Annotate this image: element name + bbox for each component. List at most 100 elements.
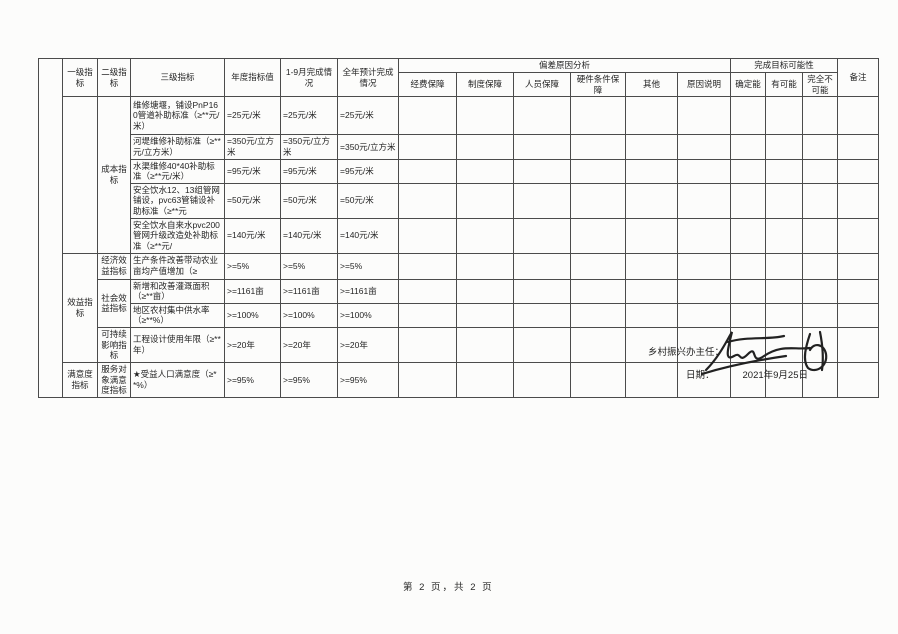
empty-cell [802,302,839,329]
empty-cell [398,361,457,398]
sep-completion-cell: =95元/米 [280,158,338,184]
empty-cell [837,158,880,184]
empty-cell [802,96,839,136]
empty-cell [837,361,880,398]
sep-completion-cell: =350元/立方米 [280,134,338,160]
empty-cell [570,327,626,363]
date-label: 日期： [686,370,715,381]
empty-cell [398,252,457,280]
empty-cell [765,217,804,254]
empty-cell [625,252,678,280]
level3-cell: 河堤维修补助标准（≥**元/立方米） [130,134,225,160]
empty-cell [570,158,626,184]
empty-cell [513,252,571,280]
level3-cell: 维修塘堰，铺设PnP160管道补助标准（≥**元/米） [130,96,225,136]
year-forecast-cell: =50元/米 [337,182,399,219]
empty-cell [625,96,678,136]
empty-cell [837,182,880,219]
annual-target-cell: =25元/米 [224,96,281,136]
empty-cell [837,278,880,304]
empty-cell [625,182,678,219]
annual-target-cell: >=100% [224,302,281,329]
empty-cell [625,158,678,184]
empty-cell [513,361,571,398]
table-row: 可持续影响指标 工程设计使用年限（≥**年） >=20年 >=20年 >=20年 [39,327,880,363]
level3-cell: 新增和改善灌溉面积（≥**亩） [130,278,225,304]
empty-cell [398,278,457,304]
empty-cell [837,327,880,363]
empty-cell [802,252,839,280]
empty-cell [398,302,457,329]
left-margin-column [38,58,63,398]
header-level3: 三级指标 [130,57,225,98]
level3-cell: 安全饮水12、13组管网铺设，pvc63管铺设补助标准（≥**元 [130,182,225,219]
level2-cell: 可持续影响指标 [97,327,131,363]
header-row-2: 经费保障 制度保障 人员保障 硬件条件保障 其他 原因说明 确定能 有可能 完全… [39,71,879,98]
performance-indicator-table: 一级指标 二级指标 三级指标 年度指标值 1-9月完成情况 全年预计完成情况 偏… [38,57,880,398]
empty-cell [802,278,839,304]
empty-cell [676,182,732,219]
empty-cell [802,217,839,254]
empty-cell [802,158,839,184]
level3-cell: 水渠维修40*40补助标准（≥**元/米） [130,158,225,184]
empty-cell [837,96,880,136]
empty-cell [513,302,571,329]
empty-cell [765,302,804,329]
sep-completion-cell: >=5% [280,252,338,280]
header-possibility: 完成目标可能性 [730,58,839,73]
empty-cell [730,252,767,280]
empty-cell [765,134,804,160]
empty-cell [676,252,732,280]
empty-cell [513,134,571,160]
sep-completion-cell: =25元/米 [280,96,338,136]
header-deviation-analysis: 偏差原因分析 [397,58,732,73]
empty-cell [676,217,732,254]
empty-cell [625,278,678,304]
table-row: 安全饮水12、13组管网铺设，pvc63管铺设补助标准（≥**元 =50元/米 … [39,182,880,219]
annual-target-cell: >=5% [224,252,281,280]
table-row: 水渠维修40*40补助标准（≥**元/米） =95元/米 =95元/米 =95元… [39,158,880,184]
empty-cell [398,182,457,219]
empty-cell [676,278,732,304]
empty-cell [625,134,678,160]
level1-cell: 效益指标 [62,252,98,363]
empty-cell [513,327,571,363]
date-value: 2021年9月25日 [742,370,808,381]
header-sep-completion: 1-9月完成情况 [280,57,338,98]
empty-cell [676,158,732,184]
sep-completion-cell: >=95% [280,361,338,398]
annual-target-cell: =350元/立方米 [224,134,281,160]
header-annual-target: 年度指标值 [224,57,281,98]
empty-cell [456,182,514,219]
year-forecast-cell: >=100% [337,302,399,329]
empty-cell [765,158,804,184]
empty-cell [625,217,678,254]
header-impossible: 完全不可能 [802,71,839,98]
empty-cell [625,361,678,398]
sep-completion-cell: =50元/米 [280,182,338,219]
level1-cell: 满意度指标 [62,361,98,398]
empty-cell [730,217,767,254]
annual-target-cell: =140元/米 [224,217,281,254]
empty-cell [570,134,626,160]
empty-cell [802,182,839,219]
year-forecast-cell: >=1161亩 [337,278,399,304]
empty-cell [676,96,732,136]
empty-cell [570,96,626,136]
level2-cell: 社会效益指标 [97,278,131,328]
level3-cell: ★受益人口满意度（≥**%） [130,361,225,398]
level3-cell: 安全饮水自来水pvc200管网升级改造处补助标准（≥**元/ [130,217,225,254]
empty-cell [570,217,626,254]
empty-cell [765,96,804,136]
header-reason: 原因说明 [676,71,732,98]
empty-cell [513,217,571,254]
empty-cell [570,361,626,398]
empty-cell [456,361,514,398]
empty-cell [730,158,767,184]
header-hardware: 硬件条件保障 [570,71,626,98]
signer-title-label: 乡村振兴办主任： [648,347,725,358]
empty-cell [398,327,457,363]
header-certain: 确定能 [730,71,767,98]
level1-cell [62,96,98,254]
